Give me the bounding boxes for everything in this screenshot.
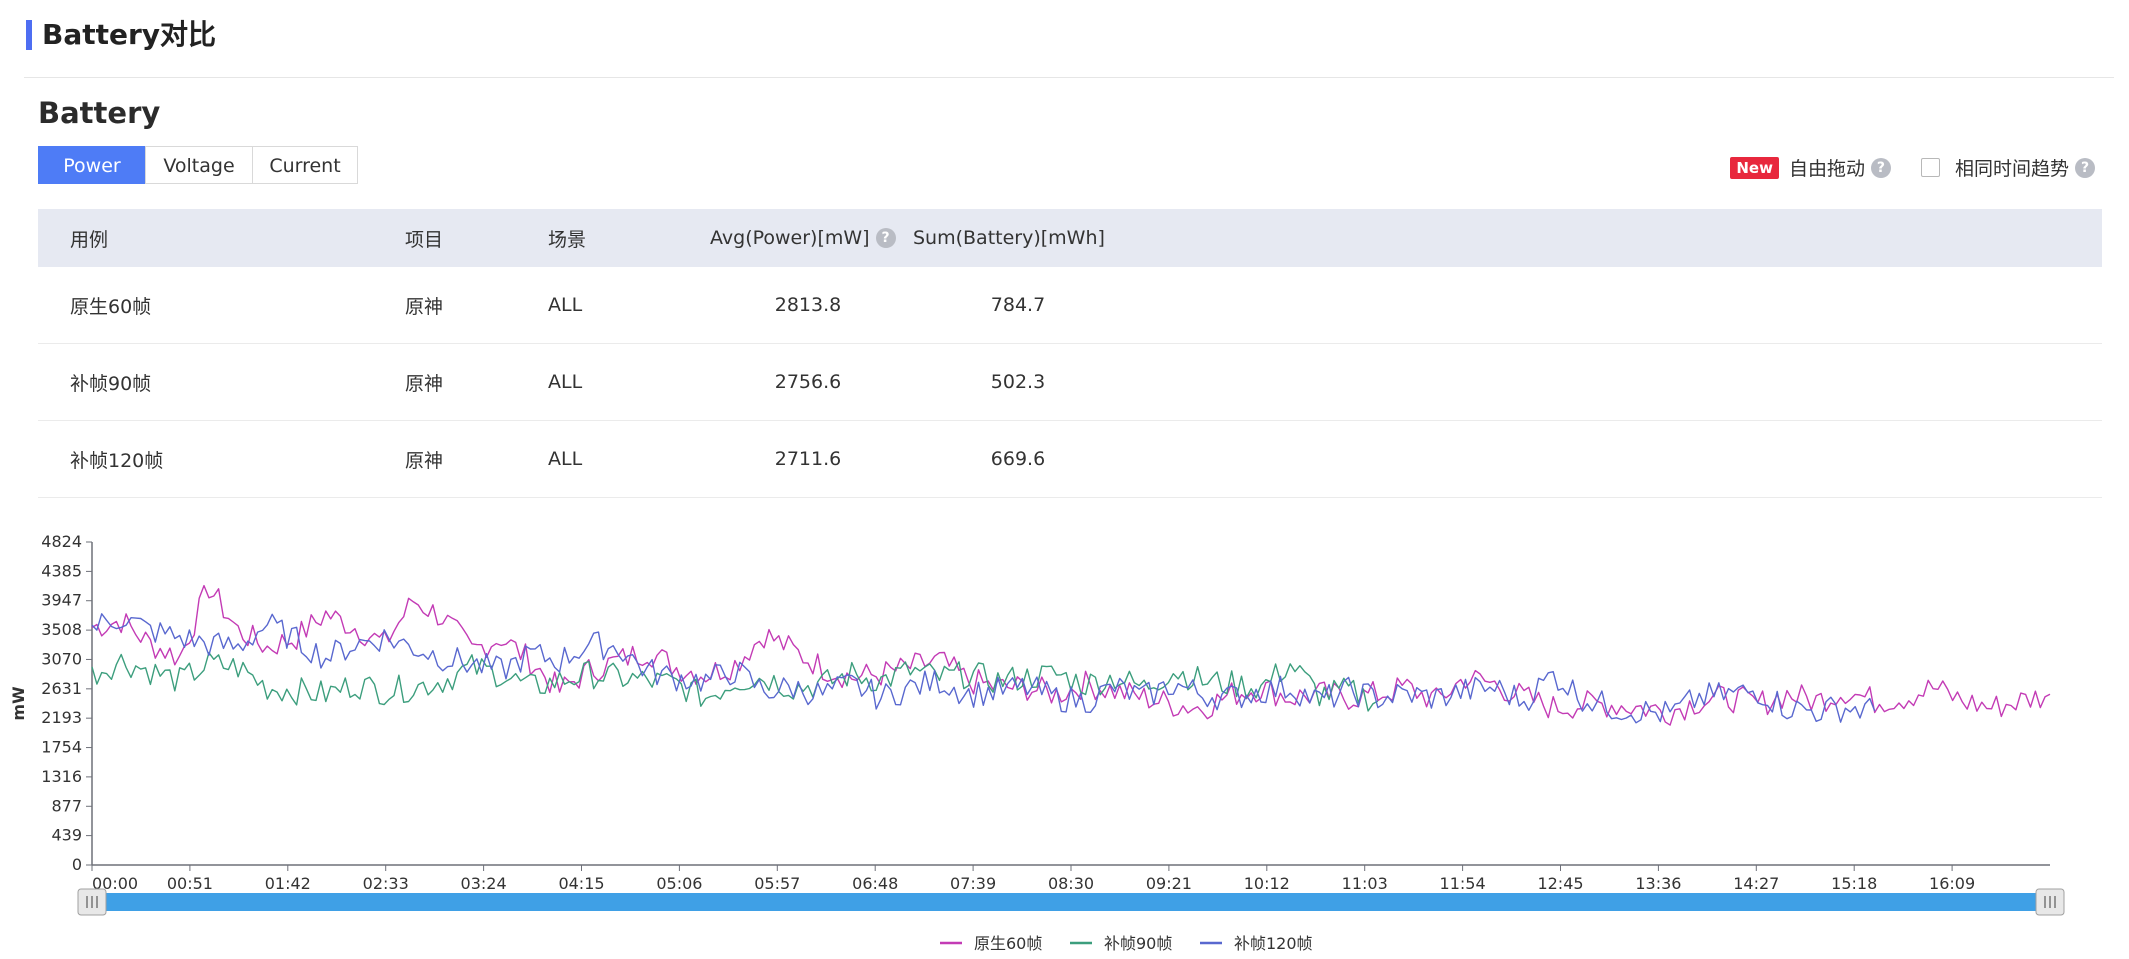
x-tick-label: 03:24: [461, 874, 507, 893]
y-tick-label: 2631: [41, 679, 82, 698]
avg-power-help-icon[interactable]: ?: [875, 228, 896, 248]
x-tick-label: 00:51: [167, 874, 213, 893]
tab-power[interactable]: Power: [38, 146, 146, 184]
cell-avg-power: 2756.6: [774, 371, 842, 393]
y-tick-label: 877: [51, 796, 82, 815]
x-tick-label: 10:12: [1244, 874, 1290, 893]
legend-label: 补帧90帧: [1104, 934, 1172, 953]
legend-label: 补帧120帧: [1234, 934, 1313, 953]
metric-tabs: Power Voltage Current: [38, 146, 358, 184]
cell-avg-power: 2711.6: [774, 448, 842, 470]
legend-item-2[interactable]: 补帧90帧: [1070, 934, 1172, 953]
legend-item-3[interactable]: 补帧120帧: [1200, 934, 1313, 953]
cell-sum-battery: 784.7: [990, 294, 1046, 316]
header-accent-bar: [26, 20, 32, 50]
x-tick-label: 16:09: [1929, 874, 1975, 893]
chart-options: New 自由拖动 ? 相同时间趋势 ?: [1730, 154, 2095, 181]
x-tick-label: 09:21: [1146, 874, 1192, 893]
x-tick-label: 05:57: [754, 874, 800, 893]
header-scene: 场景: [548, 228, 587, 251]
same-time-trend-checkbox[interactable]: [1920, 158, 1940, 177]
cell-scene: ALL: [548, 448, 583, 470]
x-tick-label: 00:00: [92, 874, 138, 893]
y-tick-label: 4385: [41, 561, 82, 580]
cell-case: 补帧90帧: [70, 372, 152, 395]
tab-current[interactable]: Current: [252, 146, 358, 184]
cell-sum-battery: 669.6: [990, 448, 1046, 470]
x-tick-label: 11:54: [1440, 874, 1486, 893]
cell-project: 原神: [405, 372, 444, 395]
free-drag-help-icon[interactable]: ?: [1870, 157, 1891, 178]
header-sum-battery: Sum(Battery)[mWh]: [913, 227, 1105, 249]
new-badge: New: [1730, 156, 1779, 179]
section-title: Battery: [38, 96, 161, 130]
y-tick-label: 3070: [41, 649, 82, 668]
x-tick-label: 04:15: [558, 874, 604, 893]
x-tick-label: 07:39: [950, 874, 996, 893]
power-line-chart: 0 439 877 1316 1754 2193 2631 3070 3508 3947 4385 4…: [0, 520, 2129, 959]
same-time-trend-help-icon[interactable]: ?: [2075, 157, 2095, 178]
cell-project: 原神: [405, 449, 444, 472]
y-tick-label: 1754: [41, 738, 82, 757]
cell-sum-battery: 502.3: [990, 371, 1046, 393]
zoom-slider-end-handle[interactable]: [2035, 888, 2065, 916]
legend-item-1[interactable]: 原生60帧: [940, 934, 1042, 953]
cell-scene: ALL: [548, 371, 583, 393]
x-tick-label: 12:45: [1537, 874, 1583, 893]
series-line-2: [91, 651, 1379, 712]
y-tick-label: 0: [72, 855, 82, 874]
table-header-row: 用例 项目 场景 Avg(Power)[mW] ? Sum(Battery)[m…: [38, 209, 2102, 267]
x-tick-label: 13:36: [1635, 874, 1681, 893]
zoom-slider-start-handle[interactable]: [77, 888, 107, 916]
page-header: Battery对比: [0, 0, 2129, 78]
x-tick-label: 11:03: [1342, 874, 1388, 893]
header-case: 用例: [70, 228, 109, 251]
table-row: 原生60帧 原神 ALL 2813.8 784.7: [38, 267, 2102, 344]
series-line-3: [91, 613, 1876, 724]
x-tick-label: 14:27: [1733, 874, 1779, 893]
cell-project: 原神: [405, 295, 444, 318]
y-tick-label: 3508: [41, 620, 82, 639]
x-tick-label: 05:06: [656, 874, 702, 893]
same-time-trend-label[interactable]: 相同时间趋势: [1954, 158, 2069, 180]
battery-summary-table: 用例 项目 场景 Avg(Power)[mW] ? Sum(Battery)[m…: [38, 209, 2102, 498]
zoom-slider-track: [92, 893, 2050, 911]
x-tick-label: 15:18: [1831, 874, 1877, 893]
cell-avg-power: 2813.8: [774, 294, 842, 316]
cell-case: 原生60帧: [70, 295, 152, 318]
free-drag-toggle[interactable]: 自由拖动: [1788, 158, 1865, 180]
x-tick-label: 08:30: [1048, 874, 1094, 893]
x-tick-label: 06:48: [852, 874, 898, 893]
series-line-1: [91, 584, 2051, 726]
header-project: 项目: [405, 228, 444, 251]
cell-scene: ALL: [548, 294, 583, 316]
x-tick-label: 01:42: [265, 874, 311, 893]
header-avg-power: Avg(Power)[mW] ?: [710, 209, 896, 267]
page-title: Battery对比: [42, 18, 217, 51]
header-avg-power-label: Avg(Power)[mW]: [710, 227, 870, 249]
cell-case: 补帧120帧: [70, 449, 164, 472]
y-tick-label: 3947: [41, 591, 82, 610]
legend-label: 原生60帧: [974, 934, 1042, 953]
y-axis-label: mW: [9, 686, 28, 721]
y-tick-label: 2193: [41, 708, 82, 727]
x-tick-label: 02:33: [363, 874, 409, 893]
tab-voltage[interactable]: Voltage: [145, 146, 253, 184]
table-row: 补帧90帧 原神 ALL 2756.6 502.3: [38, 344, 2102, 421]
y-tick-label: 1316: [41, 767, 82, 786]
table-row: 补帧120帧 原神 ALL 2711.6 669.6: [38, 421, 2102, 498]
y-tick-label: 439: [51, 826, 82, 845]
y-tick-label: 4824: [41, 532, 82, 551]
power-chart-svg: 0 439 877 1316 1754 2193 2631 3070 3508 3947 4385 4…: [9, 532, 2065, 953]
header-divider: [24, 77, 2114, 78]
